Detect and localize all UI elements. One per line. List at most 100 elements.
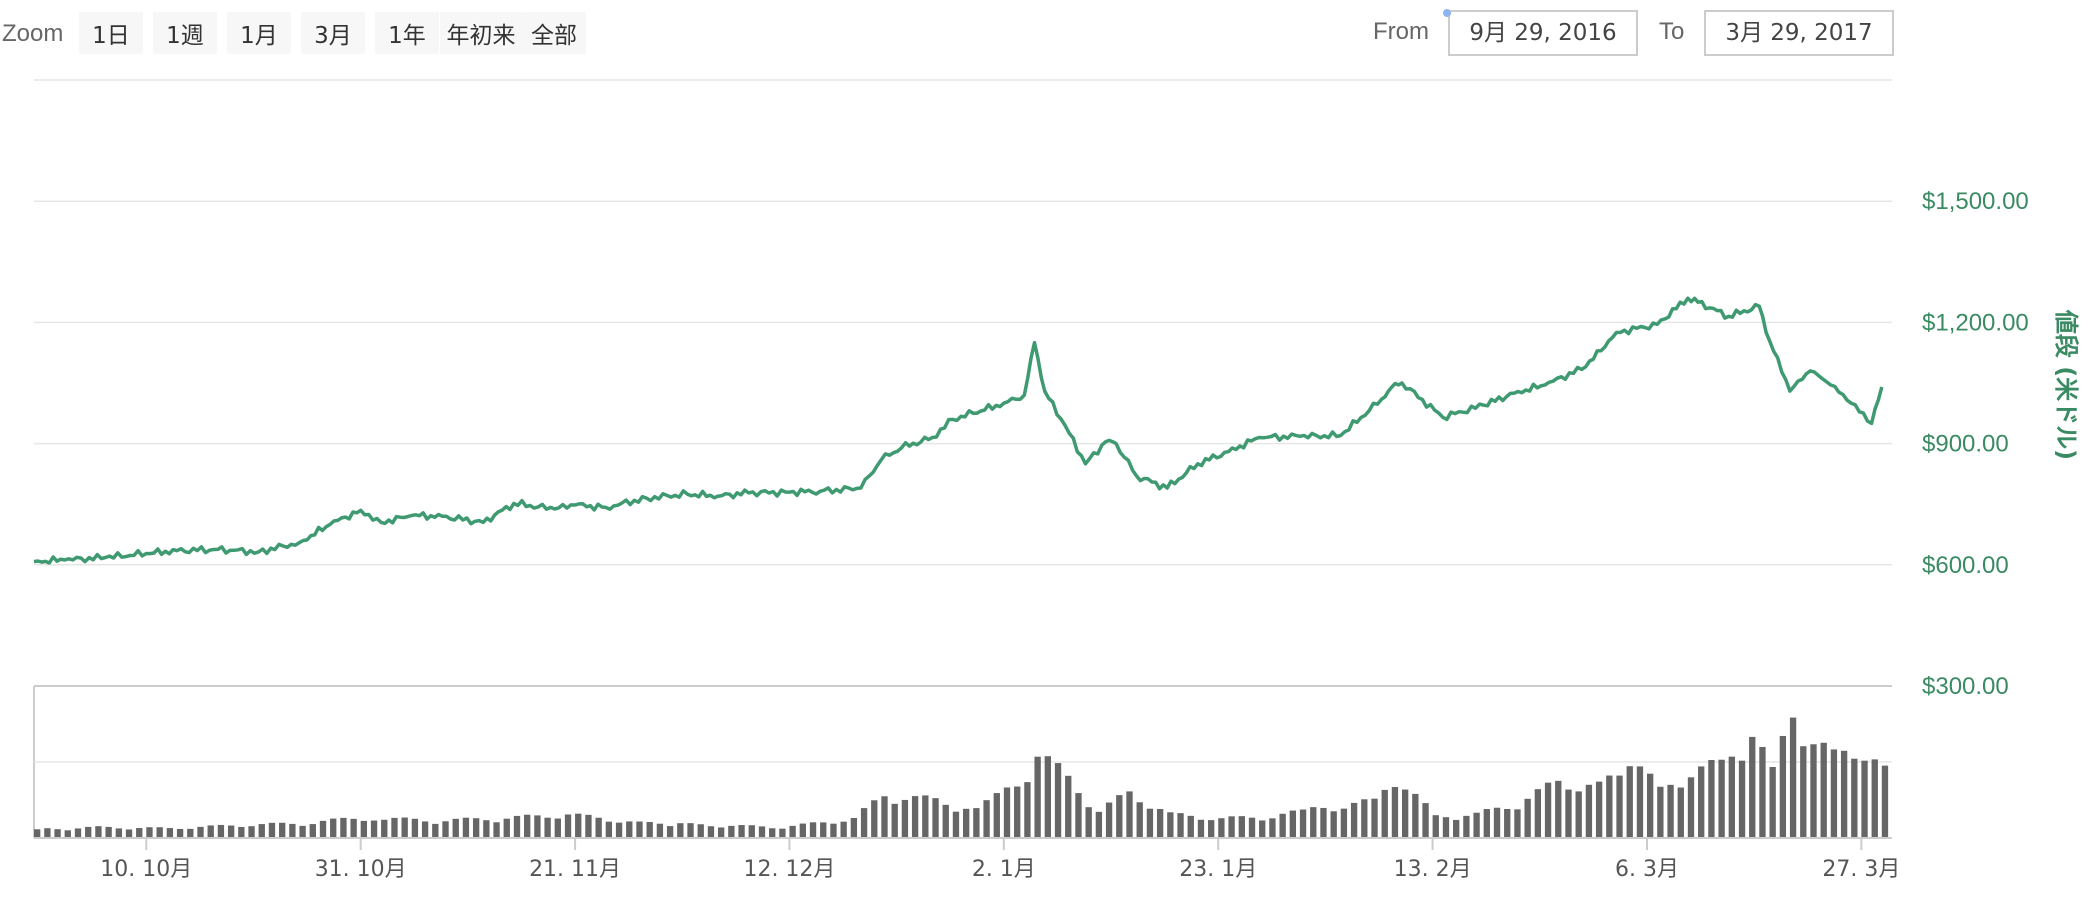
volume-bar xyxy=(1698,766,1705,838)
to-label: To xyxy=(1659,18,1685,45)
volume-bar xyxy=(707,826,715,838)
volume-bar xyxy=(1514,809,1521,838)
volume-bar xyxy=(166,828,174,838)
volume-bar xyxy=(1146,808,1154,838)
x-tick-label: 2. 1月 xyxy=(972,857,1036,882)
from-date-input[interactable]: 9月 29, 2016 xyxy=(1448,10,1638,56)
volume-bar xyxy=(1861,760,1868,838)
volume-bar xyxy=(983,800,990,838)
volume-bar xyxy=(1177,813,1184,838)
volume-bar xyxy=(1197,819,1205,838)
y-tick-label: $1,500.00 xyxy=(1922,188,2029,215)
volume-bar xyxy=(1248,817,1256,838)
volume-bar xyxy=(1401,789,1409,838)
volume-bar xyxy=(840,821,847,838)
volume-bar xyxy=(1524,798,1531,838)
volume-bar xyxy=(1585,784,1593,838)
volume-bar xyxy=(1208,820,1215,838)
x-tick-label: 6. 3月 xyxy=(1615,857,1679,882)
volume-bar xyxy=(677,823,684,838)
volume-bar xyxy=(860,808,868,838)
to-date-input[interactable]: 3月 29, 2017 xyxy=(1704,10,1894,56)
y-axis: $300.00 $600.00 $900.00 $1,200.00 $1,500.00 xyxy=(1922,188,2029,700)
volume-bar xyxy=(452,818,459,838)
volume-bar xyxy=(911,796,919,838)
x-tick-label: 27. 3月 xyxy=(1822,857,1900,882)
zoom-label: Zoom xyxy=(2,20,64,47)
volume-bar xyxy=(1871,759,1878,838)
zoom-1m-button[interactable]: 1月 xyxy=(227,12,291,54)
volume-bar xyxy=(605,821,613,838)
volume-bar xyxy=(717,827,725,838)
volume-bar xyxy=(381,819,388,838)
volume-bar xyxy=(1718,759,1725,838)
volume-bar xyxy=(54,829,61,838)
volume-bar xyxy=(595,817,602,838)
volume-bar xyxy=(738,825,745,838)
volume-bar xyxy=(411,818,419,838)
volume-bar xyxy=(1269,818,1276,838)
volume-bar xyxy=(1840,750,1848,838)
volume-bar xyxy=(340,817,347,838)
volume-bar xyxy=(1228,816,1235,838)
zoom-1d-button[interactable]: 1日 xyxy=(79,12,143,54)
volume-bar xyxy=(268,822,276,838)
zoom-3m-button[interactable]: 3月 xyxy=(301,12,365,54)
zoom-1y-button[interactable]: 1年 xyxy=(375,12,439,54)
volume-bar xyxy=(575,813,582,838)
volume-bar xyxy=(197,826,204,838)
volume-bar xyxy=(1636,766,1644,838)
volume-bar xyxy=(319,820,327,838)
volume-bar xyxy=(1483,809,1490,838)
volume-bar xyxy=(156,827,163,838)
volume-series xyxy=(33,685,1892,838)
volume-bar xyxy=(1299,809,1307,838)
volume-bar xyxy=(1422,803,1429,838)
volume-bar xyxy=(850,817,858,838)
y-tick-label: $600.00 xyxy=(1922,552,2009,579)
x-tick-label: 23. 1月 xyxy=(1179,857,1257,882)
volume-bar xyxy=(1830,749,1838,838)
volume-bar xyxy=(1657,786,1664,838)
volume-bar xyxy=(1218,818,1225,838)
volume-bar xyxy=(146,827,153,838)
from-label: From xyxy=(1373,18,1429,45)
volume-bar xyxy=(1105,802,1113,838)
volume-bar xyxy=(1687,777,1695,838)
volume-bar xyxy=(881,796,888,838)
volume-bar xyxy=(1054,763,1062,838)
volume-bar xyxy=(238,826,245,838)
volume-bar xyxy=(289,823,296,838)
volume-bar xyxy=(105,826,112,838)
volume-bar xyxy=(1463,815,1470,838)
volume-bar xyxy=(1187,815,1194,838)
volume-bar xyxy=(1126,791,1133,838)
zoom-all-button[interactable]: 全部 xyxy=(522,12,586,54)
volume-bar xyxy=(564,814,572,838)
volume-bar xyxy=(1003,787,1011,838)
volume-bar xyxy=(125,829,133,838)
volume-bar xyxy=(95,826,102,838)
zoom-1w-button[interactable]: 1週 xyxy=(153,12,217,54)
zoom-ytd-button[interactable]: 年初来 xyxy=(440,12,522,54)
volume-bar xyxy=(1085,807,1092,838)
volume-bar xyxy=(44,828,51,838)
x-tick-label: 13. 2月 xyxy=(1394,857,1472,882)
volume-bar xyxy=(176,829,184,838)
volume-bar xyxy=(554,818,561,838)
volume-bar xyxy=(258,824,265,838)
volume-bar xyxy=(993,793,1000,838)
volume-bar xyxy=(432,823,439,838)
volume-bar xyxy=(820,822,827,838)
volume-bar xyxy=(1116,795,1123,838)
volume-bar xyxy=(227,825,235,838)
volume-bar xyxy=(1310,807,1317,838)
volume-bar xyxy=(871,800,878,838)
volume-bar xyxy=(942,804,949,838)
volume-bar xyxy=(932,798,939,838)
volume-bar xyxy=(391,817,398,838)
y-tick-label: $300.00 xyxy=(1922,673,2009,700)
volume-bar xyxy=(1749,736,1756,838)
volume-bar xyxy=(1391,787,1399,838)
volume-bar xyxy=(1534,789,1542,838)
